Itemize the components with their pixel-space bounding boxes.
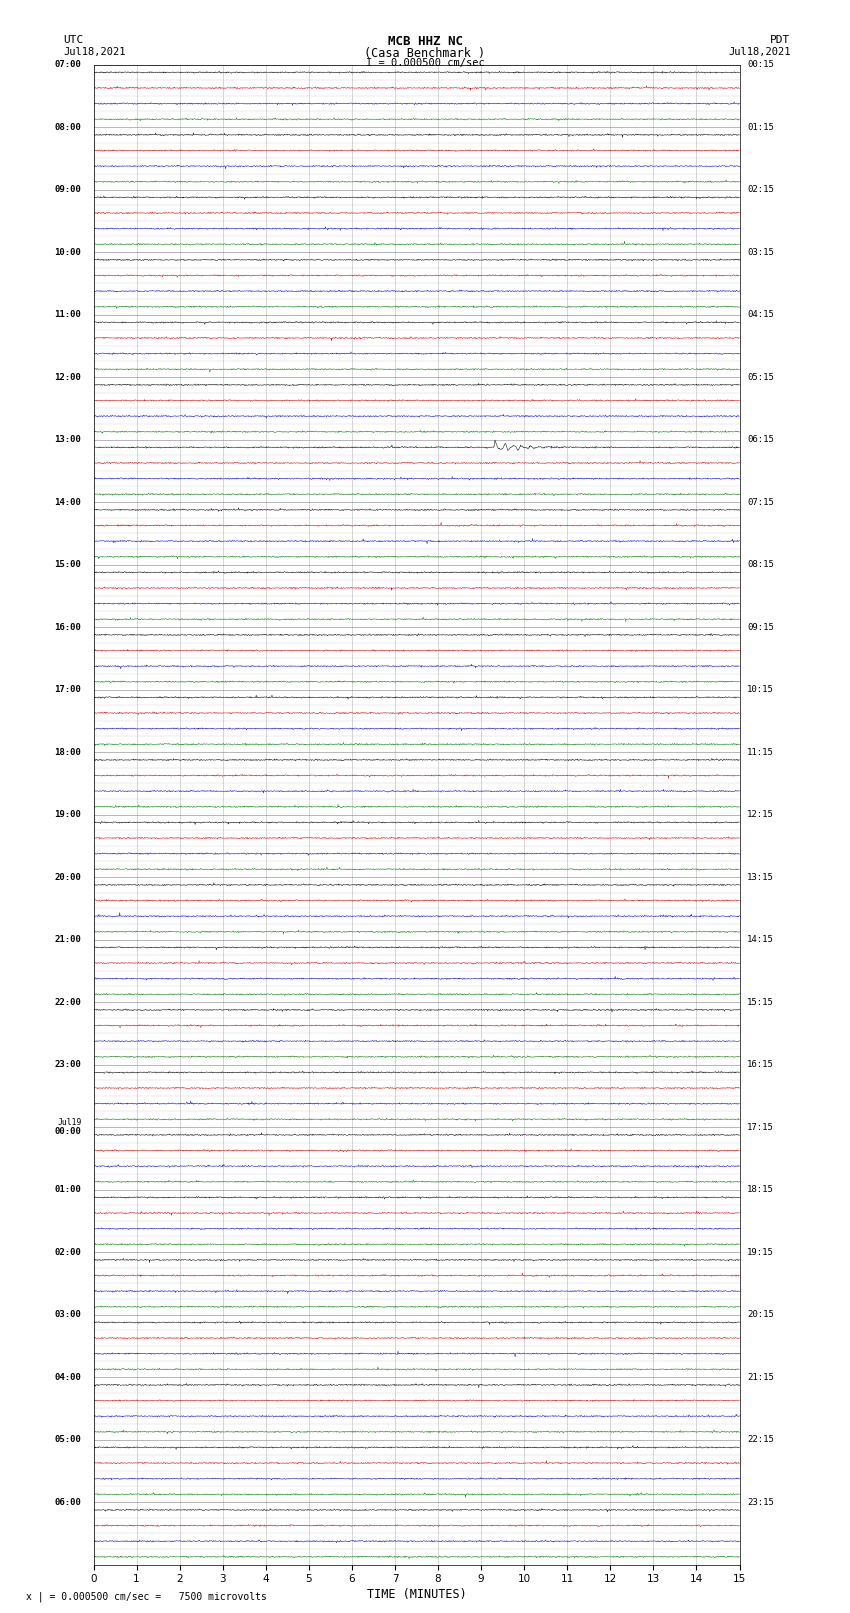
Text: 15:15: 15:15 (747, 997, 774, 1007)
Text: 05:00: 05:00 (54, 1436, 82, 1444)
Text: 03:15: 03:15 (747, 247, 774, 256)
Text: Jul18,2021: Jul18,2021 (728, 47, 791, 56)
Text: 19:00: 19:00 (54, 810, 82, 819)
Text: 21:15: 21:15 (747, 1373, 774, 1382)
Text: (Casa Benchmark ): (Casa Benchmark ) (365, 47, 485, 60)
Text: 07:00: 07:00 (54, 60, 82, 69)
Text: 09:00: 09:00 (54, 185, 82, 194)
Text: 06:15: 06:15 (747, 436, 774, 444)
Text: 11:00: 11:00 (54, 310, 82, 319)
Text: 10:15: 10:15 (747, 686, 774, 694)
Text: 18:00: 18:00 (54, 747, 82, 756)
Text: 15:00: 15:00 (54, 560, 82, 569)
Text: 23:15: 23:15 (747, 1497, 774, 1507)
Text: 20:00: 20:00 (54, 873, 82, 882)
Text: 23:00: 23:00 (54, 1060, 82, 1069)
Text: 00:00: 00:00 (54, 1127, 82, 1136)
Text: 08:00: 08:00 (54, 123, 82, 132)
X-axis label: TIME (MINUTES): TIME (MINUTES) (366, 1589, 467, 1602)
Text: 21:00: 21:00 (54, 936, 82, 944)
Text: 02:00: 02:00 (54, 1247, 82, 1257)
Text: 14:00: 14:00 (54, 497, 82, 506)
Text: 18:15: 18:15 (747, 1186, 774, 1194)
Text: x | = 0.000500 cm/sec =   7500 microvolts: x | = 0.000500 cm/sec = 7500 microvolts (26, 1590, 266, 1602)
Text: 17:15: 17:15 (747, 1123, 774, 1132)
Text: 01:00: 01:00 (54, 1186, 82, 1194)
Text: UTC: UTC (64, 35, 84, 45)
Text: 14:15: 14:15 (747, 936, 774, 944)
Text: 13:15: 13:15 (747, 873, 774, 882)
Text: 17:00: 17:00 (54, 686, 82, 694)
Text: 22:15: 22:15 (747, 1436, 774, 1444)
Text: 05:15: 05:15 (747, 373, 774, 382)
Text: 13:00: 13:00 (54, 436, 82, 444)
Text: 02:15: 02:15 (747, 185, 774, 194)
Text: MCB HHZ NC: MCB HHZ NC (388, 35, 462, 48)
Text: Jul19: Jul19 (57, 1118, 82, 1127)
Text: 12:00: 12:00 (54, 373, 82, 382)
Text: 22:00: 22:00 (54, 997, 82, 1007)
Text: 04:15: 04:15 (747, 310, 774, 319)
Text: 20:15: 20:15 (747, 1310, 774, 1319)
Text: Jul18,2021: Jul18,2021 (64, 47, 127, 56)
Text: 10:00: 10:00 (54, 247, 82, 256)
Text: 00:15: 00:15 (747, 60, 774, 69)
Text: 16:15: 16:15 (747, 1060, 774, 1069)
Text: 01:15: 01:15 (747, 123, 774, 132)
Text: 06:00: 06:00 (54, 1497, 82, 1507)
Text: 19:15: 19:15 (747, 1247, 774, 1257)
Text: 09:15: 09:15 (747, 623, 774, 632)
Text: 07:15: 07:15 (747, 497, 774, 506)
Text: 16:00: 16:00 (54, 623, 82, 632)
Text: 08:15: 08:15 (747, 560, 774, 569)
Text: 12:15: 12:15 (747, 810, 774, 819)
Text: PDT: PDT (770, 35, 790, 45)
Text: I = 0.000500 cm/sec: I = 0.000500 cm/sec (366, 58, 484, 68)
Text: 11:15: 11:15 (747, 747, 774, 756)
Text: 03:00: 03:00 (54, 1310, 82, 1319)
Text: 04:00: 04:00 (54, 1373, 82, 1382)
